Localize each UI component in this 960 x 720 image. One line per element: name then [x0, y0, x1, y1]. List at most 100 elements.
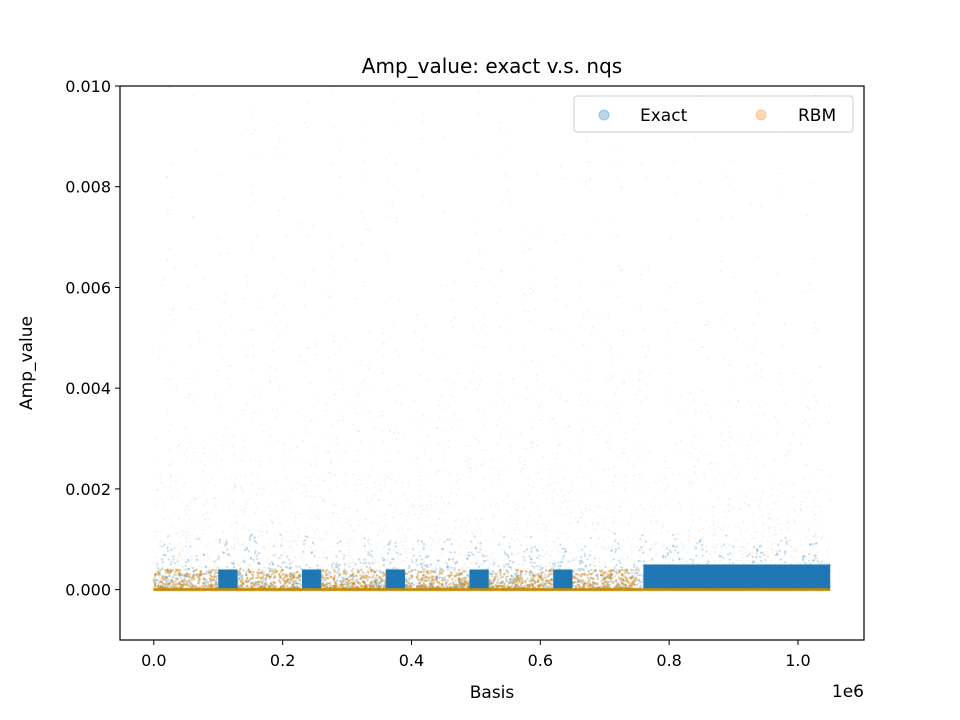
data-point — [554, 391, 557, 394]
data-point — [214, 396, 217, 399]
data-point — [689, 561, 692, 564]
data-point — [536, 233, 539, 236]
data-point — [495, 273, 498, 275]
data-point — [770, 542, 773, 545]
data-point — [615, 404, 617, 407]
data-point — [325, 451, 328, 453]
data-point — [721, 556, 724, 559]
data-point — [294, 521, 297, 523]
data-point — [342, 384, 345, 386]
data-point — [244, 330, 247, 333]
data-point — [452, 280, 455, 283]
data-point — [206, 552, 209, 555]
data-point — [169, 424, 172, 427]
data-point — [739, 529, 742, 532]
data-point — [306, 381, 309, 384]
data-point — [589, 179, 592, 181]
data-point — [502, 565, 504, 568]
data-point — [659, 532, 662, 535]
data-point — [482, 267, 485, 270]
data-point — [326, 532, 329, 535]
data-point — [677, 546, 680, 549]
data-point — [407, 582, 410, 585]
data-point — [502, 199, 505, 202]
data-point — [257, 299, 260, 301]
data-point — [341, 388, 344, 391]
data-point — [525, 524, 528, 526]
data-point — [355, 411, 357, 414]
data-point — [624, 372, 627, 374]
data-point — [405, 540, 408, 543]
data-point — [354, 297, 357, 300]
data-point — [367, 364, 370, 367]
data-point — [392, 516, 395, 519]
data-point — [679, 540, 682, 543]
data-point — [505, 173, 508, 176]
data-point — [736, 539, 739, 542]
data-point — [636, 545, 639, 548]
data-point — [233, 547, 236, 549]
data-point — [366, 568, 369, 571]
data-point — [498, 473, 500, 476]
data-point — [469, 471, 472, 473]
data-point — [282, 305, 285, 308]
data-point — [654, 505, 657, 508]
data-point — [711, 546, 714, 549]
data-point — [468, 566, 471, 569]
data-point — [664, 460, 667, 463]
data-point — [230, 524, 233, 527]
data-point — [293, 585, 296, 588]
data-point — [233, 545, 236, 548]
data-point — [560, 506, 562, 509]
data-point — [714, 533, 717, 536]
data-point — [761, 434, 764, 437]
data-point — [212, 580, 215, 582]
data-point — [199, 536, 202, 539]
data-point — [681, 546, 684, 549]
data-point — [318, 483, 321, 486]
data-point — [664, 503, 667, 506]
data-point — [538, 560, 541, 563]
data-point — [727, 507, 730, 510]
data-point — [439, 358, 441, 361]
data-point — [166, 258, 169, 261]
data-point — [307, 461, 310, 464]
data-point — [720, 431, 723, 434]
data-point — [619, 269, 622, 272]
data-point — [355, 258, 358, 261]
data-point — [164, 550, 166, 553]
data-point — [452, 531, 455, 534]
data-point — [240, 487, 243, 490]
data-point — [732, 160, 735, 163]
data-point — [382, 414, 385, 417]
data-point — [719, 559, 722, 562]
data-point — [176, 582, 179, 585]
data-point — [581, 404, 583, 406]
data-point — [547, 529, 550, 532]
data-point — [477, 408, 480, 411]
data-point — [174, 543, 177, 546]
data-point — [237, 563, 240, 566]
data-point — [621, 268, 624, 271]
data-point — [805, 558, 808, 560]
data-point — [285, 586, 288, 589]
data-point — [266, 582, 269, 585]
data-point — [412, 399, 415, 402]
data-point — [461, 519, 464, 521]
data-point — [793, 520, 796, 523]
data-point — [271, 579, 273, 582]
data-point — [631, 586, 633, 589]
data-point — [324, 565, 327, 568]
data-point — [362, 407, 365, 410]
data-point — [362, 560, 365, 562]
data-point — [584, 563, 587, 566]
data-point — [314, 465, 317, 468]
data-point — [474, 554, 477, 556]
data-point — [299, 482, 302, 485]
data-point — [478, 153, 481, 156]
data-point — [500, 121, 502, 124]
data-point — [250, 192, 253, 195]
data-point — [246, 347, 249, 350]
data-point — [623, 379, 626, 382]
data-point — [268, 542, 271, 544]
